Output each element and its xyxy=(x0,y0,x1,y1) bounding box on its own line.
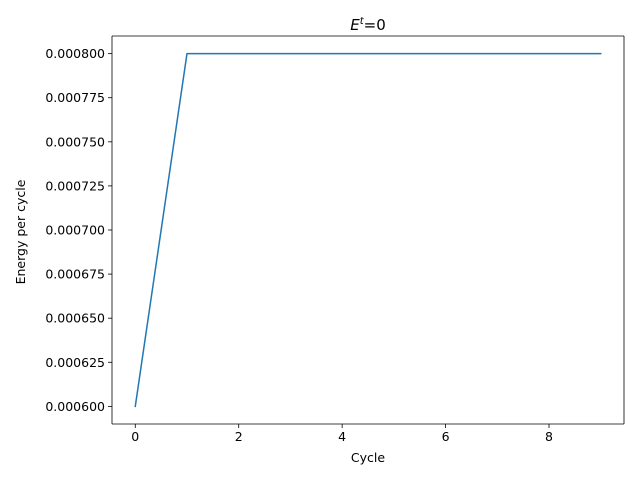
x-tick-label: 0 xyxy=(131,429,139,444)
y-tick-label: 0.000600 xyxy=(45,399,105,414)
title-superscript: t xyxy=(360,16,365,27)
y-tick-label: 0.000700 xyxy=(45,223,105,238)
y-tick-label: 0.000750 xyxy=(45,134,105,149)
chart-title: Et=0 xyxy=(350,16,386,34)
plot-area: 0 2 4 6 8 0.000600 0.000625 0.000650 0.000675 0.0… xyxy=(45,35,625,444)
y-tick-label: 0.000775 xyxy=(45,90,105,105)
series-line-0 xyxy=(134,52,602,408)
y-tick-label: 0.000650 xyxy=(45,311,105,326)
y-axis-label: Energy per cycle xyxy=(13,179,28,284)
x-tick-label: 6 xyxy=(442,429,450,444)
title-base: E xyxy=(350,16,360,34)
y-tick-label: 0.000675 xyxy=(45,267,105,282)
y-tick-label: 0.000625 xyxy=(45,355,105,370)
title-rest: =0 xyxy=(364,16,386,34)
x-tick-label: 8 xyxy=(545,429,553,444)
x-tick-label: 2 xyxy=(235,429,243,444)
x-tick-label: 4 xyxy=(338,429,346,444)
y-tick-label: 0.000800 xyxy=(45,46,105,61)
x-axis-label: Cycle xyxy=(351,450,385,465)
y-tick-label: 0.000725 xyxy=(45,178,105,193)
